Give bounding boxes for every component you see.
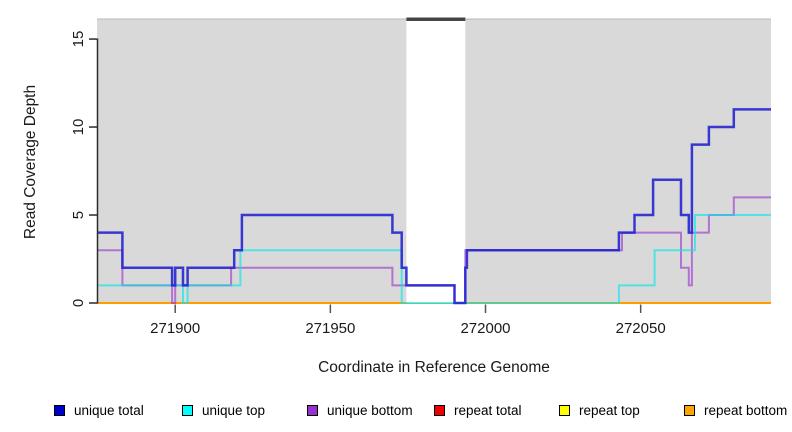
- repeat-top-swatch: [559, 404, 570, 416]
- legend: unique total unique top unique bottom repea…: [0, 401, 792, 421]
- masked-region-cap: [406, 17, 466, 21]
- legend-item-unique-top: unique top: [182, 401, 265, 419]
- x-tick-label: 271900: [150, 320, 200, 337]
- unique-bottom-swatch: [307, 404, 318, 416]
- y-tick-label: 5: [70, 211, 87, 219]
- legend-item-repeat-total: repeat total: [434, 401, 522, 419]
- legend-label: unique total: [74, 402, 144, 418]
- legend-item-repeat-top: repeat top: [559, 401, 640, 419]
- repeat-bottom-swatch: [684, 404, 695, 416]
- series-unique-total: [97, 108, 771, 305]
- repeat-total-swatch: [434, 404, 445, 416]
- x-axis-title: Coordinate in Reference Genome: [318, 359, 550, 376]
- legend-label: repeat total: [454, 402, 522, 418]
- x-tick-label: 272000: [460, 320, 510, 337]
- legend-item-repeat-bottom: repeat bottom: [684, 401, 787, 419]
- x-tick-label: 272050: [616, 320, 666, 337]
- legend-label: unique bottom: [327, 402, 413, 418]
- legend-item-unique-bottom: unique bottom: [307, 401, 413, 419]
- x-tick-label: 271950: [305, 320, 355, 337]
- legend-item-unique-total: unique total: [54, 401, 144, 419]
- legend-label: repeat top: [579, 402, 640, 418]
- masked-region: [406, 18, 466, 303]
- y-axis-title: Read Coverage Depth: [22, 84, 39, 240]
- legend-label: repeat bottom: [704, 402, 788, 418]
- y-tick-label: 0: [70, 299, 87, 307]
- y-tick-label: 15: [70, 31, 87, 48]
- y-tick-label: 10: [70, 119, 87, 136]
- legend-label: unique top: [202, 402, 266, 418]
- unique-total-swatch: [54, 404, 65, 416]
- series-unique-top: [97, 214, 771, 304]
- unique-top-swatch: [182, 404, 193, 416]
